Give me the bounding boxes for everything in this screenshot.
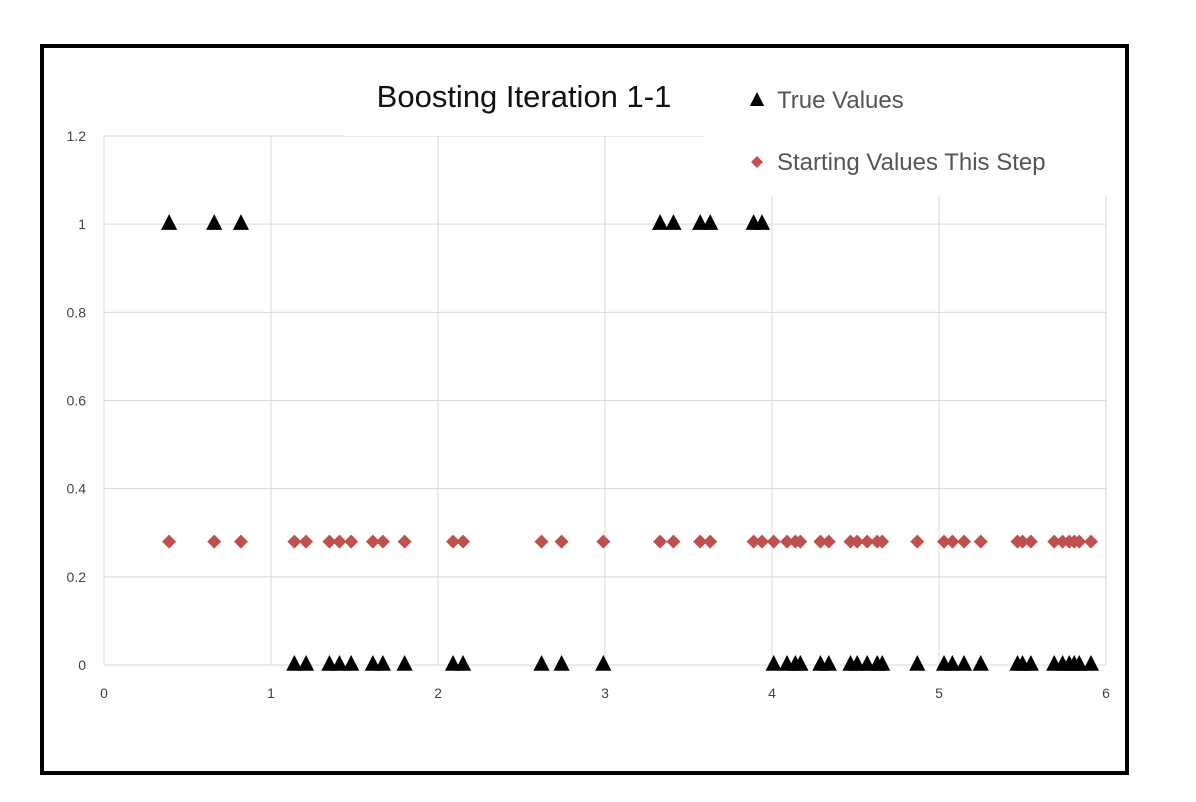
- true-value-point: [232, 214, 250, 230]
- legend-marker-starting-values: [751, 156, 763, 168]
- title-background: [344, 68, 704, 136]
- starting-value-point: [766, 534, 781, 549]
- starting-value-point: [554, 534, 569, 549]
- starting-value-point: [534, 534, 549, 549]
- starting-value-point: [754, 534, 769, 549]
- true-value-point: [944, 655, 961, 671]
- starting-value-point: [365, 534, 380, 549]
- starting-value-point: [693, 534, 708, 549]
- starting-value-point: [860, 534, 875, 549]
- true-value-point: [652, 214, 669, 230]
- starting-value-point: [233, 534, 248, 549]
- starting-value-point: [653, 534, 668, 549]
- starting-value-point: [666, 534, 681, 549]
- starting-value-point: [1015, 534, 1030, 549]
- true-value-point: [297, 655, 315, 671]
- y-tick-label: 0.2: [67, 569, 87, 585]
- starting-value-point: [322, 534, 337, 549]
- starting-value-point: [813, 534, 828, 549]
- x-tick-label: 0: [100, 685, 108, 701]
- x-tick-label: 1: [267, 685, 275, 701]
- starting-value-point: [344, 534, 359, 549]
- legend-background: [704, 68, 1114, 196]
- starting-value-point: [1023, 534, 1038, 549]
- legend: True Values Starting Values This Step: [704, 68, 1114, 196]
- x-tick-label: 4: [768, 685, 776, 701]
- true-value-point: [1071, 655, 1088, 671]
- starting-value-point: [957, 534, 972, 549]
- true-value-point: [286, 655, 303, 671]
- true-value-point: [972, 655, 989, 671]
- data-points: [161, 214, 1100, 671]
- x-tick-label: 2: [434, 685, 442, 701]
- starting-value-point: [937, 534, 952, 549]
- starting-value-point: [875, 534, 890, 549]
- starting-value-point: [397, 534, 412, 549]
- x-tick-label: 5: [935, 685, 943, 701]
- y-tick-label: 0.8: [67, 304, 87, 320]
- starting-value-point: [703, 534, 718, 549]
- true-value-point: [874, 655, 891, 671]
- true-value-point: [161, 214, 178, 230]
- starting-value-point: [299, 534, 314, 549]
- true-value-point: [1082, 655, 1100, 671]
- starting-value-point: [850, 534, 865, 549]
- true-value-point: [909, 655, 926, 671]
- true-value-point: [331, 655, 348, 671]
- true-value-point: [374, 655, 391, 671]
- true-value-point: [955, 655, 973, 671]
- true-value-point: [343, 655, 360, 671]
- starting-value-point: [780, 534, 795, 549]
- starting-value-point: [1072, 534, 1087, 549]
- legend-marker-true-values: [749, 92, 765, 106]
- starting-value-point: [207, 534, 222, 549]
- true-value-point: [595, 655, 612, 671]
- starting-value-point: [456, 534, 471, 549]
- chart-svg: 0 0.2 0.4 0.6 0.8 1 1.2 0 1 2 3 4 5 6 Boosting Iterat…: [67, 68, 1114, 701]
- true-value-point: [753, 214, 771, 230]
- starting-value-point: [793, 534, 808, 549]
- starting-value-point: [162, 534, 177, 549]
- starting-value-point: [910, 534, 925, 549]
- starting-value-point: [746, 534, 761, 549]
- starting-value-point: [1047, 534, 1062, 549]
- starting-value-point: [332, 534, 347, 549]
- starting-value-point: [821, 534, 836, 549]
- true-value-point: [820, 655, 837, 671]
- true-value-point: [454, 655, 472, 671]
- axis-tick-labels: 0 0.2 0.4 0.6 0.8 1 1.2 0 1 2 3 4 5 6: [67, 128, 1111, 701]
- true-value-point: [792, 655, 809, 671]
- true-value-point: [702, 214, 719, 230]
- starting-value-point: [973, 534, 988, 549]
- true-value-point: [553, 655, 570, 671]
- y-tick-label: 0: [78, 657, 86, 673]
- starting-value-point: [596, 534, 611, 549]
- x-tick-label: 3: [601, 685, 609, 701]
- legend-label-true-values: True Values: [777, 87, 904, 114]
- x-tick-label: 6: [1102, 685, 1110, 701]
- starting-value-point: [1083, 534, 1098, 549]
- y-tick-label: 0.4: [67, 481, 87, 497]
- true-value-point: [1022, 655, 1039, 671]
- starting-value-point: [287, 534, 302, 549]
- y-tick-label: 0.6: [67, 393, 87, 409]
- true-value-point: [396, 655, 413, 671]
- chart-frame: 0 0.2 0.4 0.6 0.8 1 1.2 0 1 2 3 4 5 6 Boosting Iterat…: [40, 44, 1129, 775]
- true-value-point: [206, 214, 223, 230]
- chart-title: Boosting Iteration 1-1: [377, 79, 672, 114]
- starting-value-point: [375, 534, 390, 549]
- true-value-point: [665, 214, 682, 230]
- y-tick-label: 1.2: [67, 128, 87, 144]
- legend-label-starting-values: Starting Values This Step: [777, 149, 1046, 176]
- true-value-point: [533, 655, 550, 671]
- y-tick-label: 1: [78, 216, 86, 232]
- grid-lines: [103, 135, 1107, 666]
- true-value-point: [765, 655, 782, 671]
- starting-value-point: [446, 534, 461, 549]
- starting-value-point: [945, 534, 960, 549]
